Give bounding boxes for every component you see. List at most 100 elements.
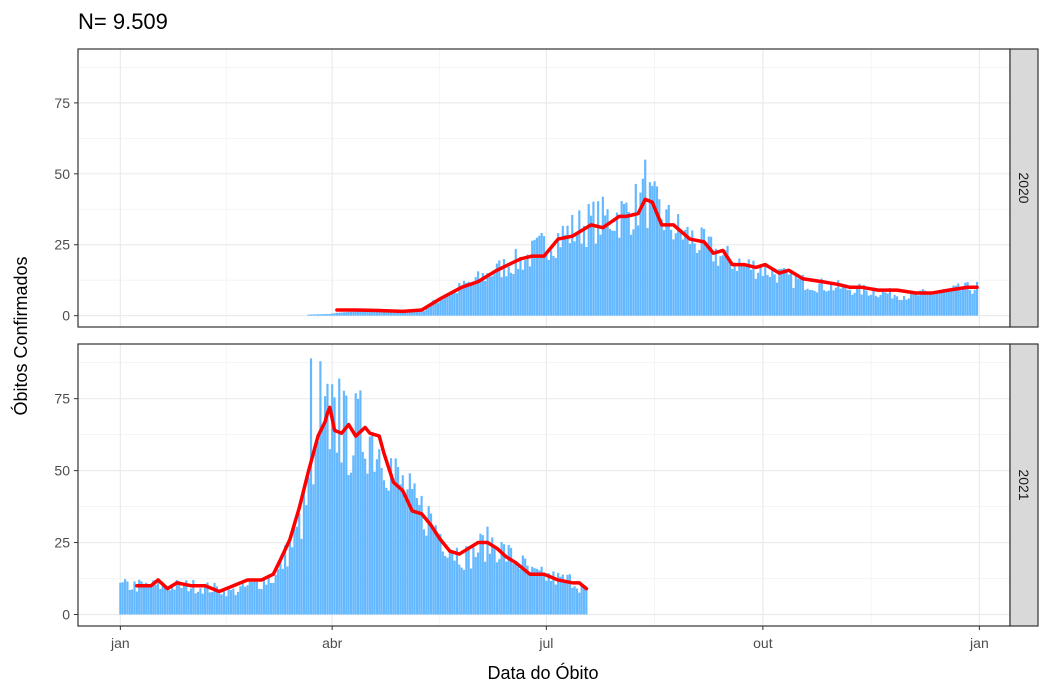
bar [429,303,433,316]
bar [453,560,456,615]
bar [408,473,411,615]
bar [557,233,560,316]
bar [957,283,960,316]
bar [152,580,155,615]
bar [509,547,513,615]
bar [378,449,381,615]
bar [928,292,932,316]
bar [884,292,887,316]
bar [625,202,628,316]
bar [877,297,880,316]
bar [851,294,854,316]
bar [215,586,218,615]
bar [324,314,327,316]
bar [764,264,767,316]
bar [531,240,534,316]
bar [204,584,207,615]
x-axis: jan abr jul out jan [110,626,989,651]
bar [321,428,324,615]
bar [335,452,338,615]
bar [564,234,567,316]
bar [140,581,143,615]
x-tick-label: jan [969,635,989,651]
bar [119,582,122,615]
bar [903,296,906,316]
bar [940,291,943,316]
bar [474,556,477,615]
bar [319,314,322,316]
bar [644,159,647,316]
bar [319,361,322,615]
bar [895,296,899,316]
bar [500,542,503,615]
bar [559,247,562,316]
bar [651,185,654,316]
bar [848,289,852,316]
bar [427,306,430,316]
bar [455,547,459,615]
bar [486,526,489,615]
bar [695,253,699,316]
bar [566,574,569,615]
bar [921,289,925,316]
bar [613,230,616,316]
bar [641,178,644,316]
bar [349,472,353,615]
bar [382,480,386,615]
bar [368,436,371,615]
bar [392,478,395,615]
bar [328,313,331,316]
bar [126,581,129,615]
facet-strip-label: 2021 [1016,469,1032,500]
y-tick-label: 25 [54,237,70,253]
bar [582,225,586,316]
bar [801,274,804,316]
bar [338,378,341,615]
bar [797,278,800,316]
bar [637,225,640,316]
bar [444,297,447,316]
bar [811,290,814,316]
bar [345,312,348,316]
bar [665,209,668,316]
bar [813,290,816,316]
bar [804,289,807,316]
bar [385,487,388,615]
bar [333,313,336,316]
bar [938,292,941,316]
bar [175,579,178,615]
bar [375,459,378,615]
bar [505,276,508,316]
bar [514,560,517,615]
bar [535,568,539,615]
bar [192,580,195,615]
bar [947,289,950,316]
bar [225,596,228,615]
bar [269,583,273,615]
bar [573,586,576,615]
bar [517,566,520,615]
bar [818,283,821,316]
bar [618,237,621,316]
bar [874,295,877,316]
bar [780,268,783,316]
bar [627,211,630,316]
bar [500,277,503,316]
bar [418,504,421,615]
bar [634,183,637,316]
bar [672,239,675,316]
bar [156,580,160,615]
bar [717,265,720,316]
bar [837,280,840,316]
bar [213,582,216,615]
bar [961,289,965,316]
bar [822,290,826,316]
bar [201,593,204,615]
bar [418,310,421,316]
bar [630,234,633,316]
bar [359,390,362,615]
bar [512,563,515,615]
bar [244,586,247,615]
bar [867,295,870,316]
